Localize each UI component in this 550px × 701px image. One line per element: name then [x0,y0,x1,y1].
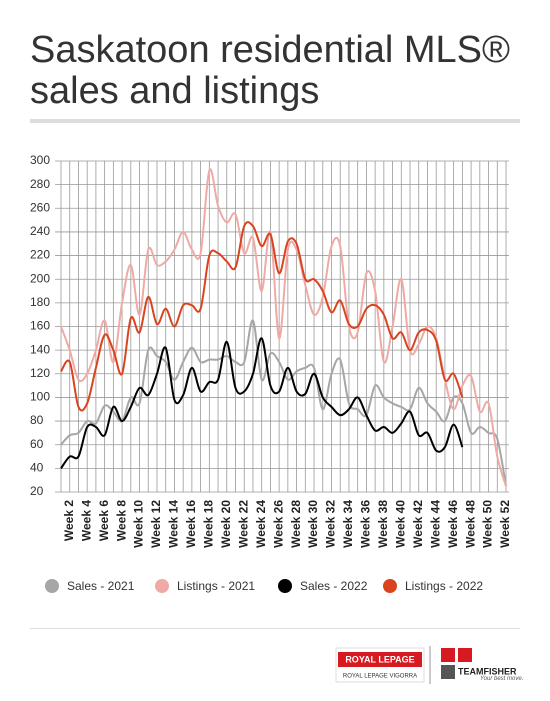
title-line: Saskatoon residential MLS® [30,29,510,71]
slogan: Your best move. [480,676,523,682]
x-tick-label: Week 52 [498,500,512,548]
rule [30,628,520,629]
office: ROYAL LEPAGE VIGORRA [343,674,417,680]
legend-marker [278,579,292,593]
y-tick-label: 140 [30,342,50,356]
x-tick-label: Week 40 [393,500,407,548]
x-tick-label: Week 42 [411,500,425,548]
legend: Sales - 2021 Listings - 2021 Sales - 2022 L… [45,579,483,593]
legend-label: Sales - 2021 [67,579,135,593]
plot: 20 40 60 80 100 120 140 160 180 200 220 240 260 280 30… [30,153,512,548]
y-tick-label: 160 [30,319,50,333]
x-tick-label: Week 50 [481,500,495,548]
x-tick-label: Week 6 [97,500,111,541]
y-tick-label: 300 [30,153,50,167]
x-tick-label: Week 44 [428,500,442,548]
x-tick-label: Week 2 [62,500,76,541]
x-tick-label: Week 36 [359,500,373,548]
x-tick-label: Week 14 [167,500,181,548]
x-tick-label: Week 38 [376,500,390,548]
legend-label: Listings - 2021 [177,579,255,593]
team: TEAMFISHER [458,666,517,676]
x-tick-label: Week 48 [463,500,477,548]
x-tick-label: Week 28 [289,500,303,548]
brand: ROYAL LEPAGE [345,654,414,664]
x-tick-label: Week 26 [271,500,285,548]
x-tick-label: Week 34 [341,500,355,548]
series-line [60,319,507,487]
x-tick-label: Week 16 [184,500,198,548]
legend-marker [155,579,169,593]
x-tick-label: Week 18 [202,500,216,548]
y-tick-label: 40 [30,461,44,475]
x-tick-label: Week 46 [446,500,460,548]
y-tick-label: 240 [30,224,50,238]
x-tick-label: Week 8 [114,500,128,541]
x-tick-label: Week 10 [132,500,146,548]
y-tick-label: 100 [30,390,50,404]
y-tick-label: 20 [30,484,44,498]
x-tick-label: Week 30 [306,500,320,548]
y-tick-label: 80 [30,413,44,427]
y-tick-label: 260 [30,200,50,214]
series-line [60,168,507,487]
series-line [60,221,464,412]
legend-marker [383,579,397,593]
x-tick-label: Week 20 [219,500,233,548]
y-tick-label: 120 [30,366,50,380]
x-tick-label: Week 32 [324,500,338,548]
legend-label: Listings - 2022 [405,579,483,593]
series-line [60,337,464,469]
x-tick-label: Week 4 [79,500,93,541]
x-tick-label: Week 12 [149,500,163,548]
x-tick-label: Week 22 [236,500,250,548]
y-tick-label: 60 [30,437,44,451]
y-tick-label: 280 [30,177,50,191]
rule [30,119,520,123]
x-tick-label: Week 24 [254,500,268,548]
y-tick-label: 180 [30,295,50,309]
y-tick-label: 200 [30,271,50,285]
title-line: sales and listings [30,70,319,112]
legend-label: Sales - 2022 [300,579,368,593]
y-tick-label: 220 [30,248,50,262]
logo: ROYAL LEPAGE ROYAL LEPAGE VIGORRA TEAMFI… [335,646,523,684]
legend-marker [45,579,59,593]
